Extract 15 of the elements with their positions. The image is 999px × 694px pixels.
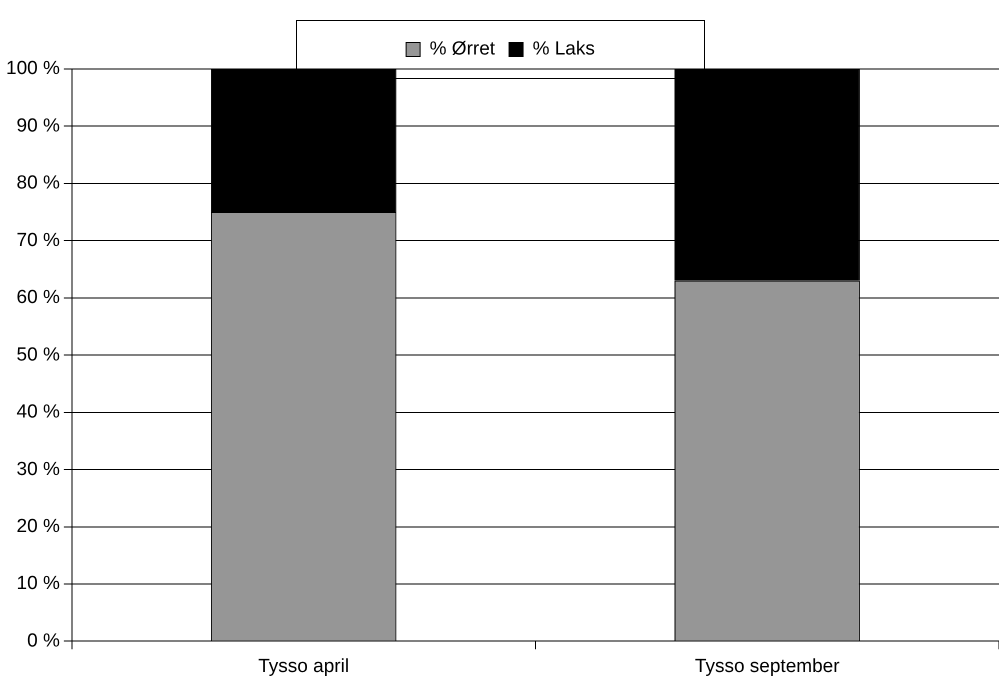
legend-label: % Laks — [532, 38, 595, 60]
y-tick-label: 90 % — [16, 115, 60, 136]
y-tick-label: 60 % — [16, 287, 60, 308]
y-tick-label: 20 % — [16, 516, 60, 537]
legend-label: % Ørret — [430, 38, 496, 60]
y-tick-label: 50 % — [16, 344, 60, 366]
x-tick-label: Tysso september — [694, 656, 840, 677]
y-tick-label: 40 % — [16, 402, 60, 423]
y-tick-label: 10 % — [16, 573, 60, 594]
y-tick-label: 70 % — [16, 230, 60, 251]
y-tick-label: 0 % — [27, 630, 60, 652]
y-tick-label: 80 % — [16, 172, 60, 194]
x-tick-label: Tysso april — [258, 656, 350, 677]
y-tick-label: 100 % — [6, 58, 60, 80]
y-tick-label: 30 % — [16, 458, 60, 480]
